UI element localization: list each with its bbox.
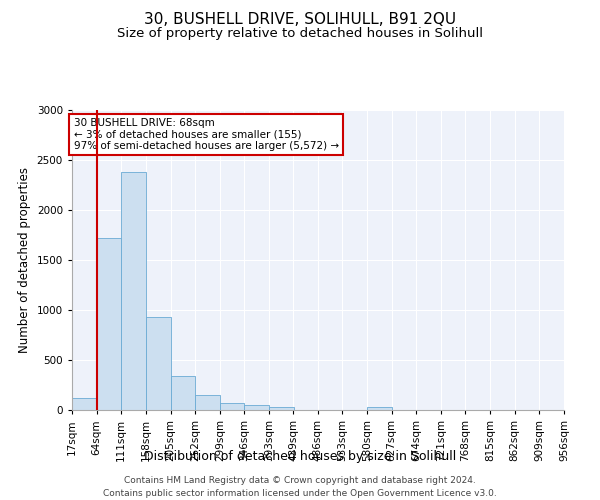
Bar [97, 238, 121, 410]
Bar [367, 407, 392, 410]
Bar [195, 395, 220, 410]
Bar [146, 317, 170, 410]
Bar [121, 172, 146, 410]
Bar [269, 407, 293, 410]
Bar [72, 398, 97, 410]
Text: 30 BUSHELL DRIVE: 68sqm
← 3% of detached houses are smaller (155)
97% of semi-de: 30 BUSHELL DRIVE: 68sqm ← 3% of detached… [74, 118, 338, 151]
Text: Distribution of detached houses by size in Solihull: Distribution of detached houses by size … [144, 450, 456, 463]
Bar [244, 405, 269, 410]
Text: 30, BUSHELL DRIVE, SOLIHULL, B91 2QU: 30, BUSHELL DRIVE, SOLIHULL, B91 2QU [144, 12, 456, 28]
Text: Contains HM Land Registry data © Crown copyright and database right 2024.
Contai: Contains HM Land Registry data © Crown c… [103, 476, 497, 498]
Y-axis label: Number of detached properties: Number of detached properties [18, 167, 31, 353]
Text: Size of property relative to detached houses in Solihull: Size of property relative to detached ho… [117, 28, 483, 40]
Bar [220, 402, 244, 410]
Bar [170, 376, 195, 410]
